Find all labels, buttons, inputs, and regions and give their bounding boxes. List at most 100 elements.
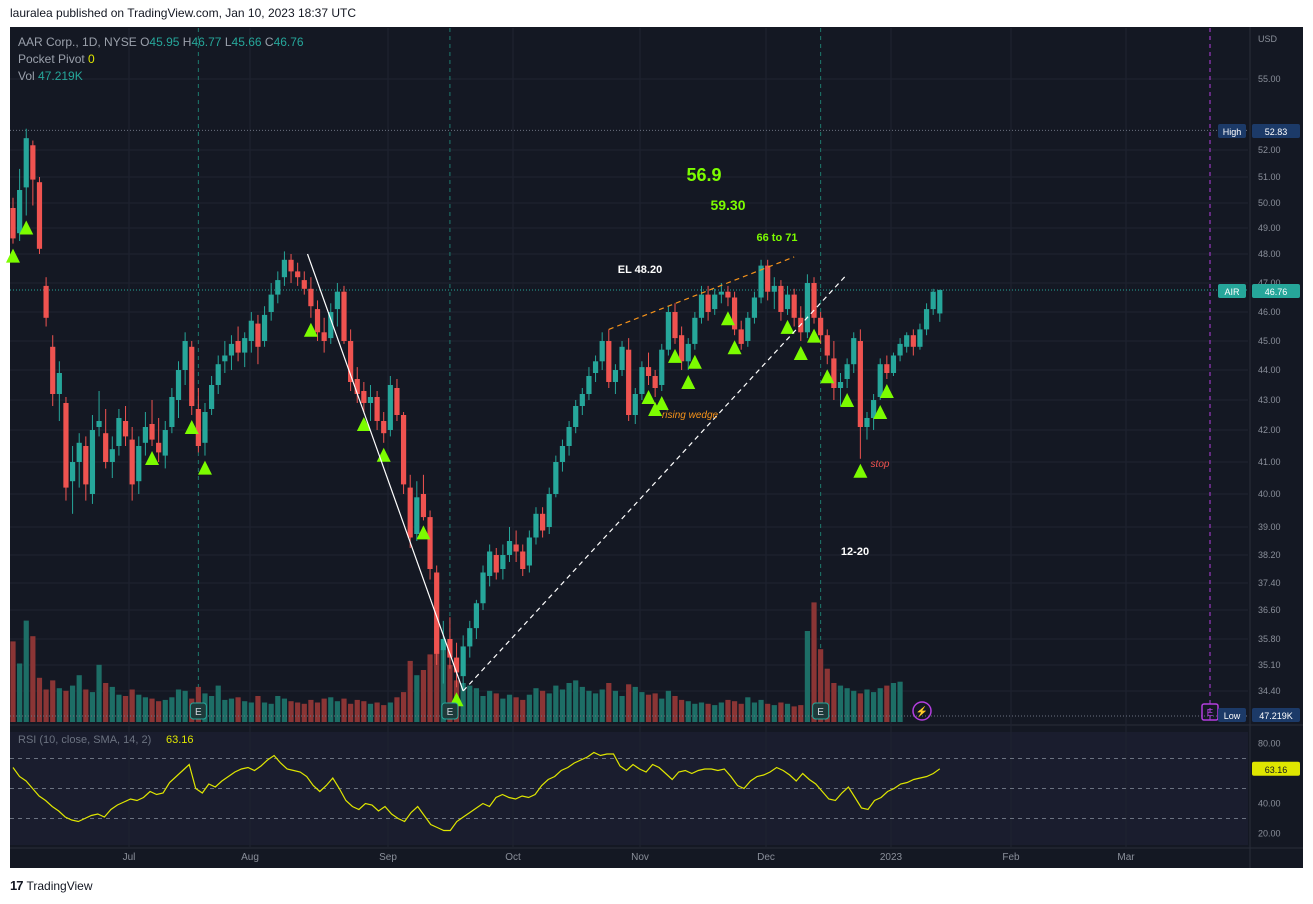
y-tick-label: 39.00	[1258, 522, 1281, 532]
y-tick-label: 37.40	[1258, 578, 1281, 588]
pocket-pivot-marker	[648, 402, 663, 416]
volume-bar	[751, 702, 758, 722]
volume-bar	[83, 689, 89, 722]
candle-body	[553, 462, 559, 494]
volume-bar	[612, 690, 619, 722]
volume-bar	[473, 688, 479, 722]
candle-body	[394, 388, 400, 415]
candle-body	[546, 494, 552, 527]
y-tick-label: 48.00	[1258, 249, 1281, 259]
pocket-pivot-marker	[184, 420, 199, 434]
candle-body	[334, 291, 340, 310]
volume-bar	[665, 690, 671, 722]
volume-bar	[645, 694, 652, 722]
earnings-badge-label: E	[195, 707, 202, 718]
pocket-pivot-marker	[780, 319, 795, 334]
legend-ohlc: AAR Corp., 1D, NYSE O45.95 H46.77 L45.66…	[18, 34, 304, 51]
volume-bar	[281, 698, 288, 722]
candle-body	[473, 603, 479, 629]
volume-bar	[374, 702, 380, 722]
volume-bar	[89, 692, 96, 722]
volume-bar	[487, 690, 493, 722]
pocket-pivot-marker	[793, 346, 808, 360]
candle-body	[771, 285, 777, 292]
candle-body	[453, 657, 460, 673]
volume-bar	[63, 690, 69, 722]
candle-body	[308, 288, 314, 307]
volume-bar	[705, 703, 711, 722]
pocket-pivot-marker	[668, 348, 682, 363]
candle-body	[374, 397, 380, 421]
candle-body	[116, 418, 122, 446]
volume-bar	[268, 703, 274, 722]
volume-bar	[367, 703, 374, 722]
candle-body	[818, 317, 824, 336]
volume-bar	[546, 693, 552, 722]
earnings-badge-label: E	[817, 707, 824, 718]
volume-bar	[142, 697, 148, 722]
low-badge-value: 47.219K	[1259, 711, 1293, 721]
candle-body	[56, 373, 62, 394]
legend-vol-value: 47.219K	[38, 69, 83, 83]
candle-body	[348, 341, 354, 382]
candle-body	[844, 364, 850, 379]
volume-bar	[513, 697, 519, 722]
legend-pivot-label: Pocket Pivot	[18, 52, 85, 66]
pocket-pivot-marker	[6, 248, 20, 263]
volume-bar	[831, 683, 837, 722]
volume-bar	[149, 698, 155, 722]
candle-body	[43, 285, 49, 318]
candle-body	[837, 382, 844, 388]
candle-body	[275, 280, 281, 295]
volume-bar	[169, 697, 175, 722]
volume-bar	[639, 692, 645, 722]
volume-bar	[745, 697, 751, 722]
candle-body	[427, 517, 433, 569]
volume-bar	[599, 689, 605, 722]
volume-bar	[559, 689, 566, 722]
candle-body	[811, 283, 817, 318]
candle-body	[255, 323, 261, 347]
high-badge-value-bg	[1252, 124, 1300, 138]
candle-body	[731, 297, 738, 330]
volume-bar	[295, 702, 301, 722]
candle-body	[341, 291, 347, 341]
pattern-annotation: rising wedge	[662, 410, 719, 421]
x-tick-label: Mar	[1117, 852, 1135, 863]
candle-body	[917, 329, 923, 347]
candle-body	[288, 259, 294, 272]
candle-body	[169, 397, 175, 427]
volume-bar	[156, 701, 162, 722]
volume-bar	[619, 696, 625, 722]
candle-body	[705, 294, 711, 312]
volume-bar	[354, 699, 360, 722]
last-price-badge-value: 46.76	[1265, 287, 1288, 297]
tradingview-brand[interactable]: 17 TradingView	[10, 878, 93, 893]
tradingview-logo-icon: 17	[10, 878, 24, 893]
candle-body	[672, 312, 678, 339]
entry-annotation: EL 48.20	[618, 264, 662, 276]
publish-header: lauralea published on TradingView.com, J…	[10, 6, 357, 20]
candle-body	[493, 555, 499, 573]
volume-bar	[235, 697, 241, 722]
volume-bar	[103, 683, 109, 722]
volume-bar	[261, 702, 268, 722]
volume-bar	[23, 620, 29, 722]
volume-bar	[851, 690, 857, 722]
y-tick-label: 46.00	[1258, 307, 1281, 317]
legend-pivot: Pocket Pivot 0	[18, 51, 304, 68]
target-annotation: 66 to 71	[757, 232, 798, 244]
chart-frame	[10, 27, 1303, 868]
pocket-pivot-marker	[145, 451, 160, 465]
y-tick-label: 38.20	[1258, 550, 1281, 560]
volume-bar	[540, 690, 546, 722]
y-tick-label: 43.00	[1258, 395, 1281, 405]
candle-body	[63, 403, 69, 488]
candle-body	[612, 370, 619, 382]
volume-bar	[328, 697, 334, 722]
wedge-upper-line	[608, 256, 795, 330]
volume-bar	[804, 631, 810, 722]
volume-bar	[420, 670, 427, 722]
candle-body	[632, 394, 638, 415]
